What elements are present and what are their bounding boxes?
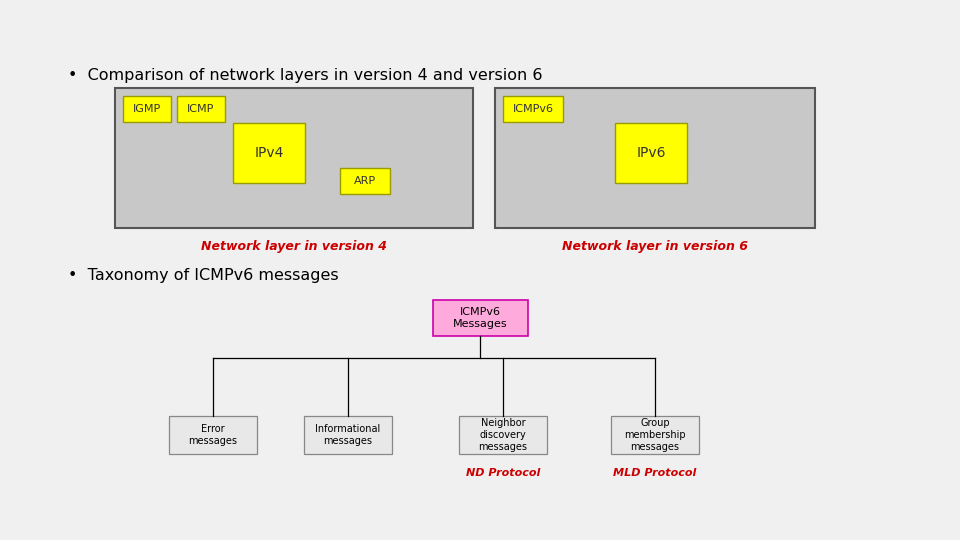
Text: Network layer in version 4: Network layer in version 4 (201, 240, 387, 253)
FancyBboxPatch shape (340, 168, 390, 194)
Text: IGMP: IGMP (132, 104, 161, 114)
FancyBboxPatch shape (177, 96, 225, 122)
Text: Neighbor
discovery
messages: Neighbor discovery messages (478, 417, 527, 453)
Text: ICMPv6
Messages: ICMPv6 Messages (453, 307, 507, 329)
Text: ICMPv6: ICMPv6 (513, 104, 554, 114)
Text: ARP: ARP (354, 176, 376, 186)
Text: ICMP: ICMP (187, 104, 215, 114)
Text: Network layer in version 6: Network layer in version 6 (562, 240, 748, 253)
Text: MLD Protocol: MLD Protocol (613, 468, 697, 478)
Text: Informational
messages: Informational messages (316, 424, 380, 446)
FancyBboxPatch shape (433, 300, 527, 336)
FancyBboxPatch shape (169, 416, 257, 454)
Text: Group
membership
messages: Group membership messages (624, 417, 685, 453)
Text: ND Protocol: ND Protocol (466, 468, 540, 478)
FancyBboxPatch shape (495, 88, 815, 228)
FancyBboxPatch shape (503, 96, 563, 122)
Text: •  Comparison of network layers in version 4 and version 6: • Comparison of network layers in versio… (68, 68, 542, 83)
FancyBboxPatch shape (233, 123, 305, 183)
FancyBboxPatch shape (304, 416, 392, 454)
FancyBboxPatch shape (459, 416, 547, 454)
Text: IPv6: IPv6 (636, 146, 665, 160)
FancyBboxPatch shape (615, 123, 687, 183)
Text: IPv4: IPv4 (254, 146, 284, 160)
FancyBboxPatch shape (115, 88, 473, 228)
FancyBboxPatch shape (611, 416, 699, 454)
Text: Error
messages: Error messages (188, 424, 237, 446)
FancyBboxPatch shape (123, 96, 171, 122)
Text: •  Taxonomy of ICMPv6 messages: • Taxonomy of ICMPv6 messages (68, 268, 339, 283)
